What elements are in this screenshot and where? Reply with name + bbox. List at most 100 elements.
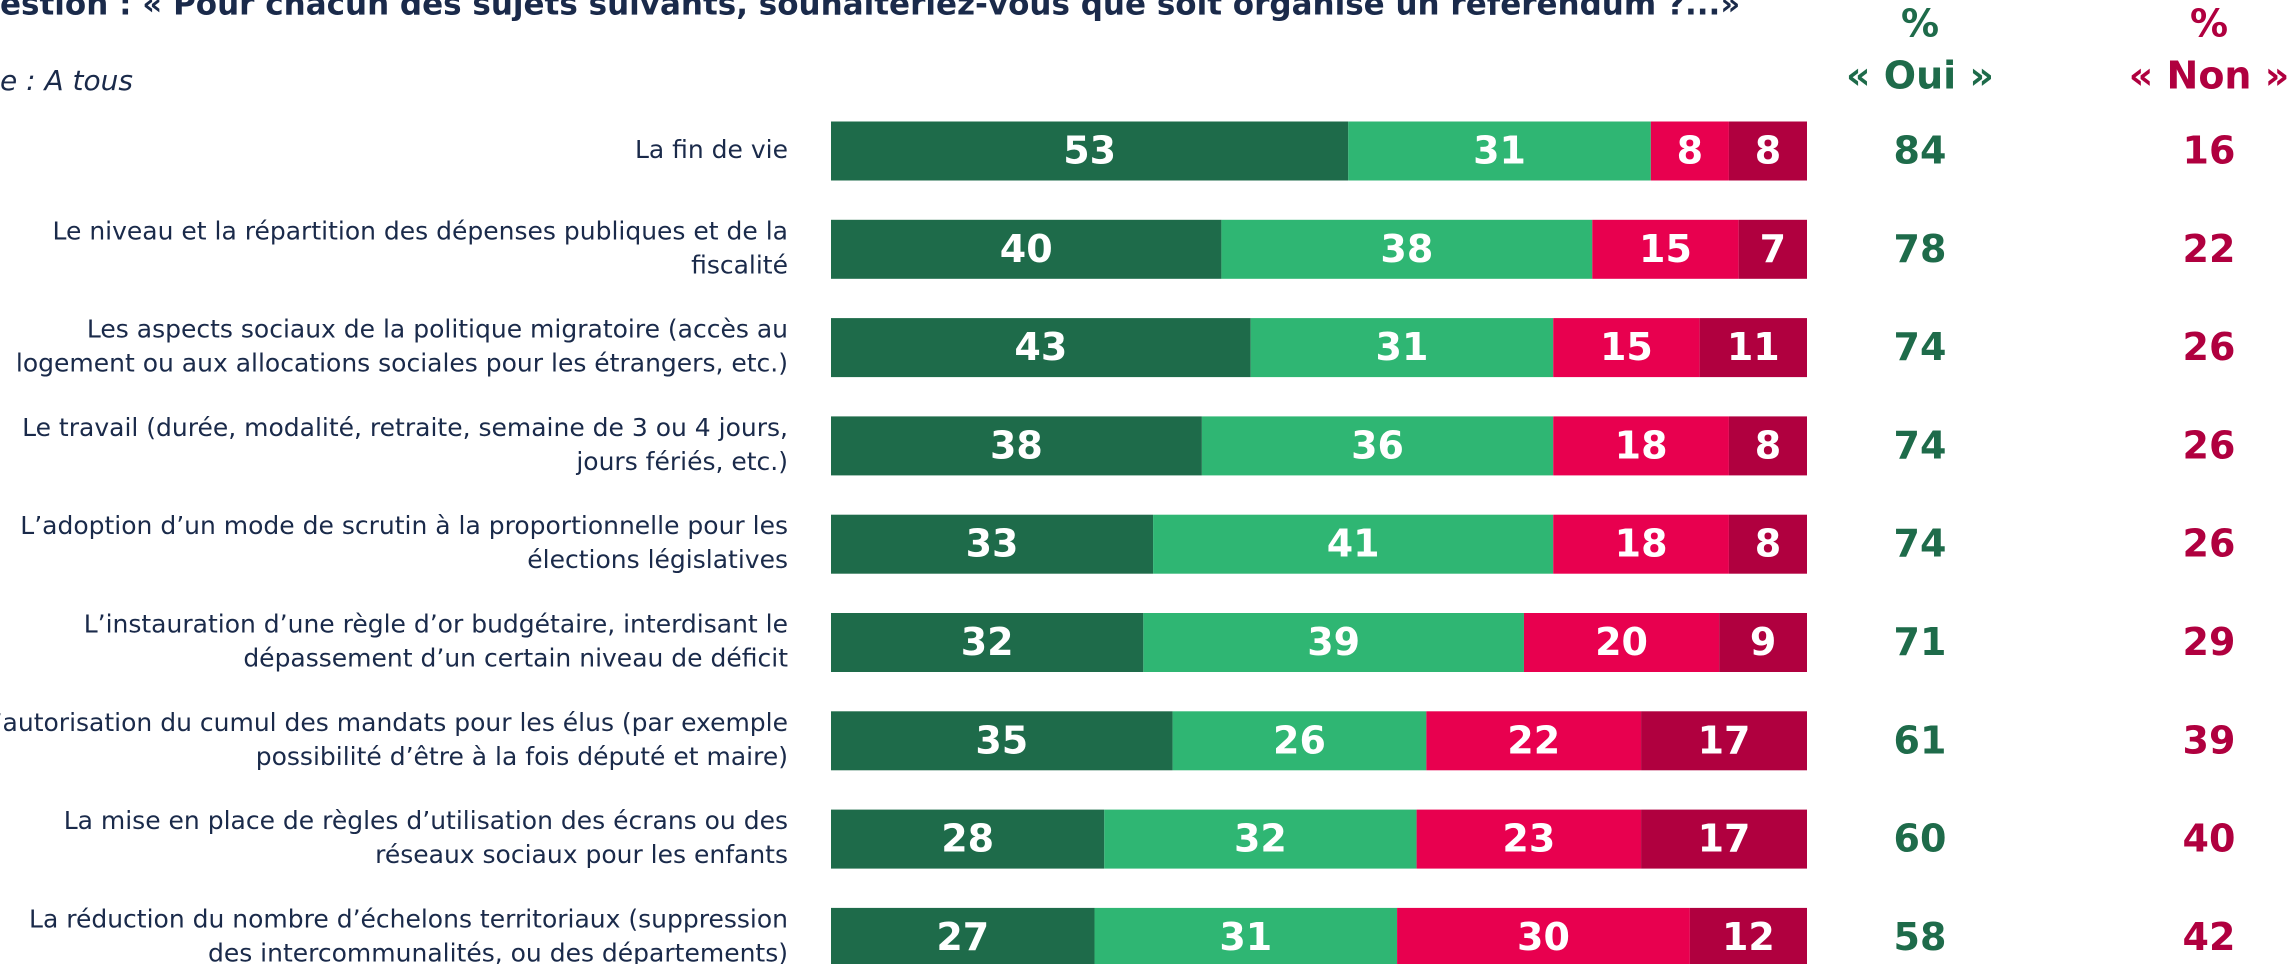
segment-label: 15 (1639, 227, 1692, 271)
bar-segment (1348, 121, 1651, 181)
segment-label: 35 (975, 718, 1028, 762)
bar-segment (1416, 809, 1642, 869)
segment-label: 18 (1615, 522, 1668, 566)
category-label: Le niveau et la répartition des dépenses… (53, 216, 788, 245)
segment-label: 31 (1473, 129, 1526, 173)
column-value: 42 (2183, 915, 2236, 959)
segment-label: 43 (1014, 325, 1067, 369)
bar-segment (1153, 514, 1554, 574)
category-label: fiscalité (691, 250, 788, 279)
bar-segment (1553, 416, 1729, 476)
bar-segment (831, 121, 1349, 181)
bar-segment (1143, 613, 1524, 672)
bar-segment (1728, 514, 1807, 574)
segment-label: 8 (1755, 129, 1781, 173)
bar-segment (831, 613, 1144, 672)
segment-label: 28 (941, 817, 994, 861)
column-value: 58 (1894, 915, 1947, 959)
segment-label: 38 (1380, 227, 1433, 271)
bar-segment (1221, 219, 1593, 279)
category-label: possibilité d’être à la fois député et m… (256, 742, 788, 771)
category-label: Les aspects sociaux de la politique migr… (87, 315, 788, 344)
column-value: 74 (1894, 423, 1947, 467)
segment-label: 15 (1600, 325, 1653, 369)
column-value: 40 (2183, 817, 2236, 861)
bar-segment (1641, 711, 1807, 771)
segment-label: 36 (1351, 423, 1404, 467)
bar-segment (1172, 711, 1427, 771)
column-value: 39 (2183, 718, 2236, 762)
segment-label: 12 (1722, 915, 1775, 959)
column-header: % (1901, 2, 1939, 46)
column-header: « Non » (2129, 54, 2290, 98)
column-value: 61 (1894, 718, 1947, 762)
segment-label: 30 (1517, 915, 1570, 959)
category-label: La réduction du nombre d’échelons territ… (29, 904, 788, 933)
segment-label: 33 (966, 522, 1019, 566)
bar-segment (1641, 809, 1807, 869)
segment-label: 17 (1698, 817, 1751, 861)
segment-label: 39 (1307, 620, 1360, 664)
column-value: 74 (1894, 325, 1947, 369)
segment-label: 40 (1000, 227, 1053, 271)
column-value: 71 (1894, 620, 1947, 664)
column-value: 26 (2183, 522, 2236, 566)
bar-segment (1553, 514, 1729, 574)
segment-label: 26 (1273, 718, 1326, 762)
category-label: dépassement d’un certain niveau de défic… (243, 644, 788, 673)
bar-segment (1719, 613, 1807, 672)
category-label: Le travail (durée, modalité, retraite, s… (22, 413, 788, 442)
category-label: La fin de vie (635, 135, 788, 164)
segment-label: 8 (1755, 522, 1781, 566)
column-value: 78 (1894, 227, 1947, 271)
segment-label: 20 (1595, 620, 1648, 664)
segment-label: 22 (1507, 718, 1560, 762)
bar-segment (1426, 711, 1642, 771)
category-label: jours fériés, etc.) (575, 447, 788, 476)
category-label: L’instauration d’une règle d’or budgétai… (84, 610, 788, 639)
bar-segment (1553, 318, 1700, 378)
column-value: 22 (2183, 227, 2236, 271)
category-label: élections législatives (527, 545, 788, 574)
column-value: 29 (2183, 620, 2236, 664)
column-header: % (2190, 2, 2228, 46)
category-label: réseaux sociaux pour les enfants (375, 840, 788, 869)
bar-segment (831, 514, 1154, 574)
category-label: La mise en place de règles d’utilisation… (64, 806, 788, 835)
segment-label: 7 (1760, 227, 1786, 271)
column-value: 16 (2183, 129, 2236, 173)
bar-segment (831, 318, 1251, 378)
segment-label: 8 (1755, 423, 1781, 467)
segment-label: 32 (961, 620, 1014, 664)
segment-label: 17 (1698, 718, 1751, 762)
column-value: 74 (1894, 522, 1947, 566)
bar-segment (1201, 416, 1554, 476)
bar-segment (1104, 809, 1417, 869)
column-value: 26 (2183, 423, 2236, 467)
segment-label: 32 (1234, 817, 1287, 861)
segment-label: 27 (936, 915, 989, 959)
segment-label: 53 (1063, 129, 1116, 173)
segment-label: 41 (1327, 522, 1380, 566)
bar-segment (831, 416, 1202, 476)
segment-label: 8 (1677, 129, 1703, 173)
segment-label: 18 (1615, 423, 1668, 467)
category-label: L’autorisation du cumul des mandats pour… (0, 708, 788, 737)
bar-segment (1397, 907, 1690, 964)
column-value: 26 (2183, 325, 2236, 369)
bar-segment (1094, 907, 1398, 964)
bar-segment (831, 219, 1222, 279)
bar-segment (1650, 121, 1729, 181)
segment-label: 38 (990, 423, 1043, 467)
bar-segment (831, 711, 1173, 771)
chart-title: estion : « Pour chacun des sujets suivan… (0, 0, 1740, 23)
bar-segment (831, 809, 1105, 869)
bar-segment (1728, 121, 1807, 181)
bar-segment (1699, 318, 1807, 378)
column-value: 60 (1894, 817, 1947, 861)
bar-segment (1250, 318, 1554, 378)
segment-label: 11 (1727, 325, 1780, 369)
bar-segment (1523, 613, 1720, 672)
